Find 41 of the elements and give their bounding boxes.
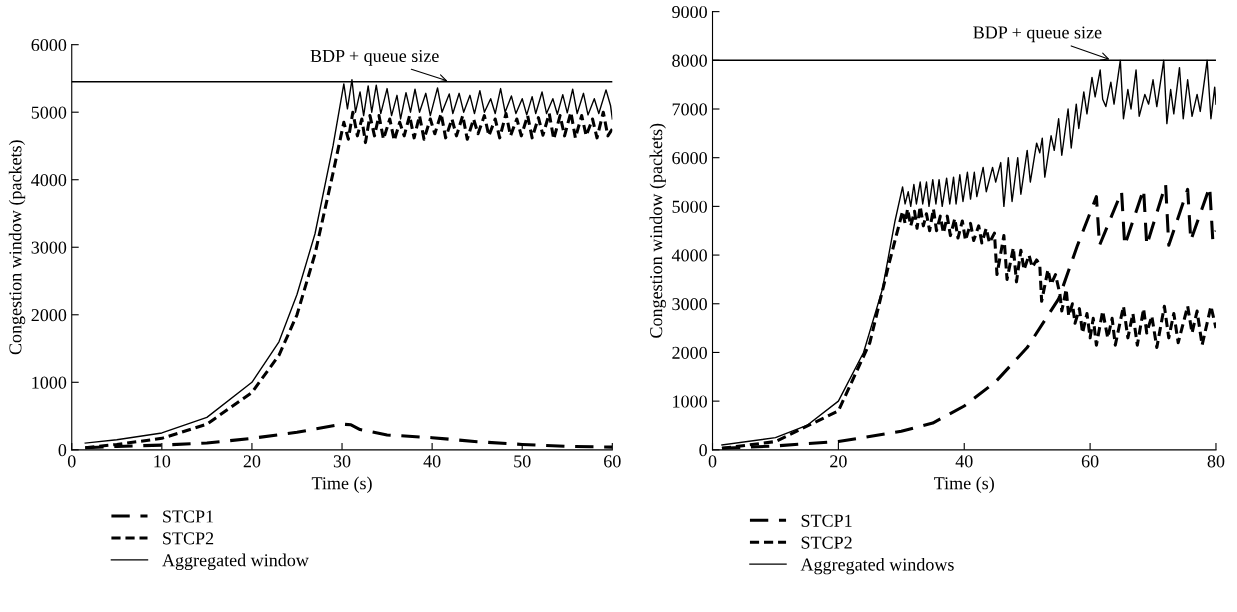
x-tick-label: 0 <box>67 455 76 468</box>
legend-label: STCP2 <box>801 536 852 549</box>
y-tick-label: 5000 <box>31 106 67 119</box>
legend-label: STCP1 <box>163 510 214 523</box>
y-axis-title: Congestion window (packets) <box>649 123 666 338</box>
legend-label: Aggregated windows <box>800 557 954 575</box>
x-tick-label: 20 <box>243 455 261 468</box>
legend-label: Aggregated window <box>162 553 309 571</box>
y-tick-label: 0 <box>699 444 707 457</box>
y-axis-title: Congestion window (packets) <box>8 140 26 355</box>
legend-label: STCP1 <box>801 514 852 527</box>
y-tick-label: 4000 <box>671 249 707 262</box>
y-tick-label: 3000 <box>672 298 707 311</box>
y-tick-label: 6000 <box>31 38 67 52</box>
y-tick-label: 1000 <box>32 376 67 389</box>
y-tick-label: 6000 <box>672 151 707 165</box>
y-tick-label: 4000 <box>31 173 67 187</box>
y-tick-label: 2000 <box>672 346 707 359</box>
annotation: BDP + queue size <box>310 49 439 66</box>
annotation: BDP + queue size <box>973 26 1102 43</box>
x-tick-label: 10 <box>154 455 171 468</box>
y-tick-label: 8000 <box>672 54 707 67</box>
x-tick-label: 30 <box>333 455 351 468</box>
y-tick-label: 9000 <box>672 5 707 19</box>
x-tick-label: 20 <box>830 455 847 468</box>
x-tick-label: 40 <box>423 455 441 468</box>
y-tick-label: 5000 <box>672 200 707 213</box>
x-tick-label: 50 <box>514 455 531 468</box>
x-tick-label: 80 <box>1207 455 1225 468</box>
y-tick-label: 1000 <box>673 395 707 408</box>
x-tick-label: 40 <box>955 455 973 468</box>
y-tick-label: 0 <box>58 444 67 457</box>
legend-label: STCP2 <box>163 532 214 545</box>
y-tick-label: 3000 <box>31 241 67 254</box>
x-tick-label: 60 <box>604 455 621 468</box>
x-axis-title: Time (s) <box>311 476 372 493</box>
x-tick-label: 0 <box>708 455 717 468</box>
x-axis-title: Time (s) <box>934 476 994 493</box>
y-tick-label: 7000 <box>672 103 707 116</box>
y-tick-label: 2000 <box>31 309 67 322</box>
x-tick-label: 60 <box>1081 455 1099 468</box>
